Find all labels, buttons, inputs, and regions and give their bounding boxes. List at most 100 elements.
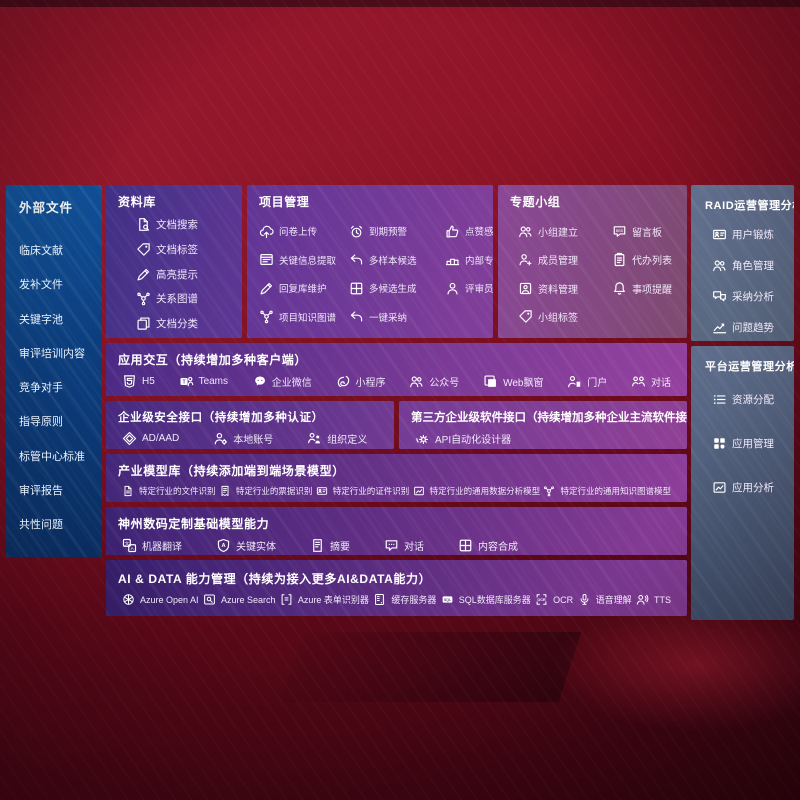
item-label: 机器翻译 — [142, 542, 182, 553]
item-label: OCR — [553, 594, 574, 605]
dialog-icon — [631, 374, 646, 389]
html5-icon — [122, 374, 137, 389]
platform-item: 应用分析 — [712, 480, 786, 495]
item-label: 文档标签 — [156, 243, 198, 256]
item-label: 点赞感谢 — [465, 227, 493, 239]
ai-data-box: AI & DATA 能力管理（持续为接入更多AI&DATA能力） Azure O… — [106, 560, 687, 616]
client-item: T Teams — [179, 374, 228, 389]
client-item: 企业微信 — [252, 374, 312, 389]
id-card-icon — [712, 227, 727, 242]
svg-text:OCR: OCR — [538, 598, 547, 602]
item-label: 特定行业的证件识别 — [332, 486, 410, 496]
app-interaction-title: 应用交互（持续增加多种客户端） — [118, 353, 308, 367]
people-icon — [518, 224, 533, 239]
api-gear-icon — [415, 431, 430, 446]
project-item: 问卷上传 — [259, 217, 345, 246]
service-item: OCR OCR — [535, 593, 573, 606]
tag-icon — [518, 309, 533, 324]
repository-item: 文档标签 — [136, 242, 230, 257]
architecture-diagram: 外部文件 临床文献 发补文件 关键字池 审评培训内容 竞争对手 指导原则 标管中心标准 审评报… — [6, 185, 794, 620]
platform-analysis-items: 资源分配应用管理应用分析 — [705, 392, 786, 495]
auth-item: 本地账号 — [213, 431, 273, 446]
podium-icon — [445, 252, 460, 267]
album-icon — [518, 281, 533, 296]
model-item: 特定行业的文件识别 — [122, 485, 216, 497]
item-label: 多样本候选 — [369, 255, 417, 267]
grid-icon — [712, 436, 727, 451]
window-split-icon — [349, 281, 364, 296]
model-item: 特定行业的票据识别 — [219, 485, 312, 497]
ai-data-items: Azure Open AI Azure Search Azure 表单识别器 缓存服务… — [118, 593, 675, 606]
external-file-item: 共性问题 — [19, 519, 63, 531]
copy-icon — [136, 316, 151, 331]
item-label: 小组建立 — [538, 227, 578, 239]
id-card-icon — [316, 485, 328, 497]
svg-text:A: A — [221, 543, 225, 549]
org-icon — [307, 431, 322, 446]
item-label: 特定行业的通用知识图谱模型 — [560, 486, 671, 496]
tag-icon — [136, 242, 151, 257]
capability-item: 对话 — [384, 538, 424, 553]
item-label: 评审员画像 — [465, 284, 493, 296]
top-shadow-band — [0, 0, 800, 7]
reply-icon — [349, 309, 364, 324]
topic-group-item: 代办列表 — [612, 246, 675, 275]
client-item: 门户 — [567, 374, 607, 389]
external-file-item: 标管中心标准 — [19, 450, 85, 463]
third-party-api-title: 第三方企业级软件接口（持续增加多种企业主流软件接口） — [411, 412, 687, 424]
network-icon — [259, 309, 274, 324]
project-item: 多候选生成 — [349, 274, 441, 303]
bell-icon — [612, 281, 627, 296]
topic-groups-box: 专题小组 小组建立 成员管理 资料管理 小组标签 BBS 留言板 代办列表 事项提醒 — [498, 185, 687, 338]
auth-item: 组织定义 — [307, 431, 367, 446]
people-icon — [712, 258, 727, 273]
raid-item: 采纳分析 — [712, 289, 786, 304]
pen-icon — [136, 267, 151, 282]
repository-title: 资料库 — [118, 195, 156, 209]
trend-icon — [712, 320, 727, 335]
project-item: 回复库维护 — [259, 274, 345, 303]
auth-item: AD/AAD — [122, 431, 179, 446]
chat-qa-icon — [712, 289, 727, 304]
item-label: 摘要 — [330, 542, 350, 553]
service-item: SQL SQL数据库服务器 — [441, 593, 531, 606]
item-label: 特定行业的文件识别 — [139, 486, 216, 496]
raid-item: 问题趋势 — [712, 320, 786, 335]
item-label: Web飘窗 — [503, 378, 544, 389]
item-label: 内容合成 — [478, 542, 518, 553]
raid-item: 用户锻炼 — [712, 227, 786, 242]
list-icon — [712, 392, 727, 407]
app-interaction-items: H5 T Teams 企业微信 小程序 公众号 Web飘窗 门户 对话 — [118, 374, 675, 389]
svg-text:T: T — [182, 379, 186, 385]
item-label: 组织定义 — [327, 435, 368, 446]
project-item: 项目知识图谱 — [259, 303, 345, 332]
service-item: 缓存服务器 — [373, 593, 436, 606]
model-item: 特定行业的证件识别 — [316, 485, 410, 497]
base-models-items: 文 A 机器翻译 A 关键实体 摘要 对话 内容合成 — [118, 538, 675, 553]
topic-group-item: 小组建立 — [518, 217, 606, 246]
repository-item: 文档搜索 — [136, 217, 230, 232]
external-file-item: 审评培训内容 — [19, 347, 85, 360]
item-label: Azure Search — [220, 594, 276, 605]
topic-group-item: BBS 留言板 — [612, 217, 675, 246]
item-label: 采纳分析 — [732, 291, 774, 303]
project-management-items: 问卷上传 关键信息提取 回复库维护 项目知识图谱 到期预警 多样本候选 多候选生成 一键采纳 点… — [259, 217, 493, 332]
platform-item: 资源分配 — [712, 392, 786, 407]
svg-text:文: 文 — [125, 540, 130, 547]
miniprogram-icon — [336, 374, 351, 389]
item-label: 小组标签 — [538, 313, 578, 325]
wechat-icon — [252, 374, 267, 389]
bbs-icon: BBS — [612, 224, 627, 239]
external-files-panel: 外部文件 临床文献 发补文件 关键字池 审评培训内容 竞争对手 指导原则 标管中心标准 审评报… — [6, 185, 102, 557]
platform-item: 应用管理 — [712, 436, 786, 451]
item-label: 用户锻炼 — [732, 229, 774, 241]
item-label: 问题趋势 — [732, 322, 774, 334]
network-icon — [136, 291, 151, 306]
item-label: 事项提醒 — [632, 284, 672, 296]
service-item: Azure Open AI — [122, 593, 199, 606]
item-label: 企业微信 — [271, 378, 312, 389]
clipboard-icon — [612, 252, 627, 267]
external-file-item: 发补文件 — [19, 279, 63, 292]
repository-item: 文档分类 — [136, 316, 230, 331]
